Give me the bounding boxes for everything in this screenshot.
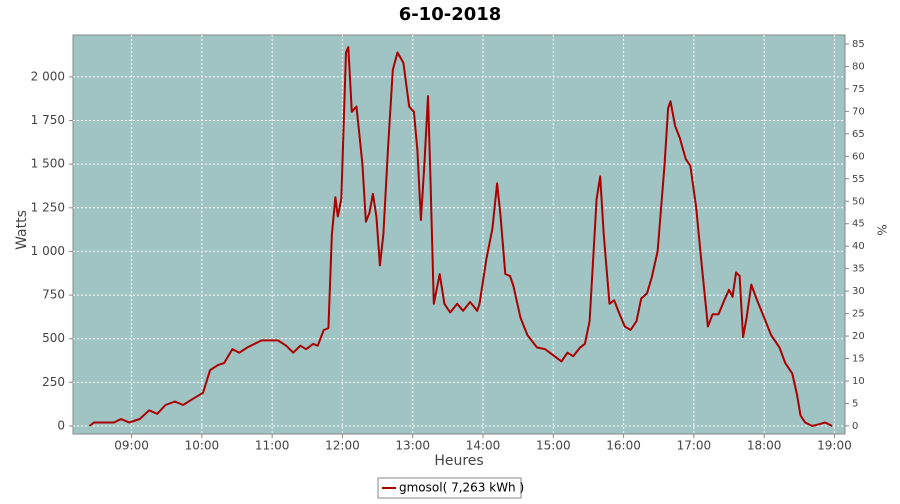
y-tick-label: 1 000 (31, 244, 65, 258)
y2-tick-label: 65 (852, 129, 865, 140)
y2-tick-label: 35 (852, 264, 865, 275)
y-tick-label: 250 (42, 375, 65, 389)
y2-tick-label: 15 (852, 354, 865, 365)
x-tick-label: 15:00 (536, 439, 571, 453)
y-tick-label: 500 (42, 331, 65, 345)
x-tick-label: 10:00 (185, 439, 220, 453)
y-tick-label: 1 750 (31, 113, 65, 127)
x-tick-label: 12:00 (325, 439, 360, 453)
legend: gmosol( 7,263 kWh ) (377, 477, 524, 499)
y-tick-label: 750 (42, 288, 65, 302)
y-axis-label: Watts (14, 210, 30, 250)
y2-tick-label: 20 (852, 331, 865, 342)
y2-tick-label: 45 (852, 219, 865, 230)
y2-axis-label: % (875, 224, 889, 235)
x-tick-label: 13:00 (395, 439, 430, 453)
x-tick-label: 11:00 (255, 439, 290, 453)
y2-tick-label: 0 (852, 421, 858, 432)
y2-tick-label: 75 (852, 84, 865, 95)
x-tick-label: 14:00 (466, 439, 501, 453)
y-tick-label: 1 250 (31, 200, 65, 214)
x-axis-label: Heures (434, 453, 483, 469)
plot-area (72, 34, 846, 435)
y2-tick-label: 80 (852, 61, 865, 72)
x-tick-label: 19:00 (817, 439, 852, 453)
chart-title: 6-10-2018 (399, 4, 502, 25)
series-line (88, 46, 833, 427)
x-tick-label: 16:00 (606, 439, 641, 453)
y2-tick-label: 55 (852, 174, 865, 185)
x-tick-label: 17:00 (677, 439, 712, 453)
y2-tick-label: 40 (852, 241, 865, 252)
y2-tick-label: 50 (852, 196, 865, 207)
y-tick-label: 2 000 (31, 69, 65, 83)
x-tick-label: 09:00 (114, 439, 149, 453)
y-tick-label: 0 (57, 418, 65, 432)
y2-tick-label: 60 (852, 151, 865, 162)
y-tick-label: 1 500 (31, 157, 65, 171)
y2-tick-label: 30 (852, 286, 865, 297)
legend-box (377, 477, 522, 499)
legend-label: gmosol( 7,263 kWh ) (399, 481, 524, 495)
y2-tick-label: 25 (852, 309, 865, 320)
y2-tick-label: 10 (852, 376, 865, 387)
y2-tick-label: 5 (852, 398, 858, 409)
x-tick-label: 18:00 (747, 439, 782, 453)
y2-tick-label: 70 (852, 106, 865, 117)
y2-tick-label: 85 (852, 39, 865, 50)
